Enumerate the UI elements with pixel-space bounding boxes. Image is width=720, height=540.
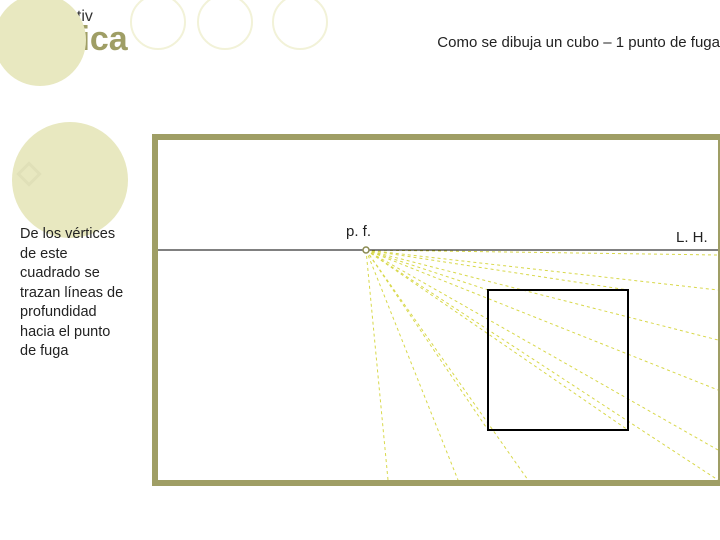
subtitle: Como se dibuja un cubo – 1 punto de fuga xyxy=(437,34,720,51)
circle-decoration xyxy=(130,0,186,50)
circle-decoration xyxy=(197,0,253,50)
svg-text:p. f.: p. f. xyxy=(346,223,371,240)
body-text: De los vértices de este cuadrado se traz… xyxy=(20,225,130,362)
svg-text:L. H.: L. H. xyxy=(676,229,708,246)
circle-decoration xyxy=(272,0,328,50)
diagram-frame: p. f. L. H. xyxy=(158,140,718,480)
diagram-svg: p. f. L. H. xyxy=(158,140,718,480)
circle-decoration xyxy=(0,0,86,86)
